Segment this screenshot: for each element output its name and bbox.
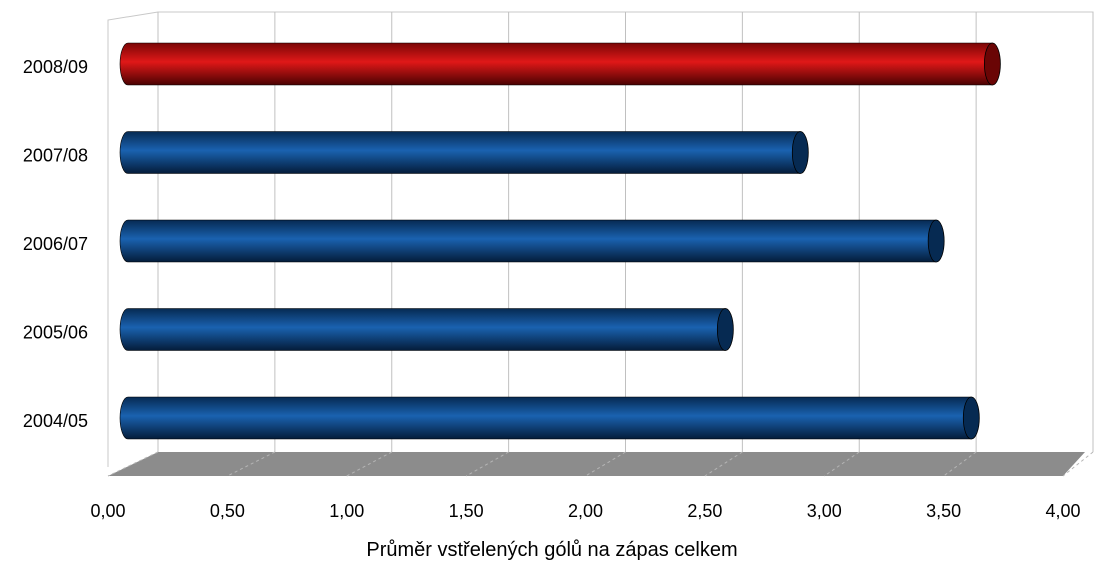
category-label: 2005/06 bbox=[23, 323, 88, 343]
bar-end-cap bbox=[962, 396, 980, 440]
x-tick-label: 4,00 bbox=[1045, 501, 1080, 521]
bar-end-cap bbox=[927, 219, 945, 263]
category-label: 2007/08 bbox=[23, 146, 88, 166]
category-label: 2008/09 bbox=[23, 57, 88, 77]
bar-end-cap bbox=[716, 308, 734, 351]
bar-2005-06 bbox=[119, 308, 734, 351]
bar-2008-09 bbox=[119, 42, 1001, 86]
bar-2004-05 bbox=[119, 396, 980, 440]
x-tick-labels: 0,00 0,50 1,00 1,50 2,00 2,50 3,00 3,50 4,00 bbox=[90, 501, 1080, 521]
bar-body bbox=[119, 131, 801, 174]
floor-gridline bbox=[704, 451, 743, 477]
category-label: 2006/07 bbox=[23, 234, 88, 254]
x-tick-label: 2,50 bbox=[687, 501, 722, 521]
bar-body bbox=[119, 42, 993, 86]
x-tick-label: 1,00 bbox=[329, 501, 364, 521]
x-tick-label: 3,50 bbox=[926, 501, 961, 521]
x-tick-label: 0,50 bbox=[210, 501, 245, 521]
bar-body bbox=[119, 396, 972, 440]
floor-gridline bbox=[585, 451, 626, 477]
floor-gridline bbox=[823, 451, 860, 477]
bar-2007-08 bbox=[119, 131, 809, 174]
bar-body bbox=[119, 308, 726, 351]
floor-gridline bbox=[943, 451, 977, 477]
chart-floor bbox=[108, 452, 1085, 476]
x-tick-label: 2,00 bbox=[568, 501, 603, 521]
floor-gridline bbox=[1062, 451, 1094, 477]
category-label: 2004/05 bbox=[23, 411, 88, 431]
bar-end-cap bbox=[791, 131, 809, 174]
category-labels: 2004/05 2005/06 2006/07 2007/08 2008/09 bbox=[23, 57, 88, 431]
floor-gridline bbox=[465, 451, 509, 477]
x-tick-label: 1,50 bbox=[449, 501, 484, 521]
floor-gridline bbox=[346, 451, 392, 477]
bar-end-cap bbox=[983, 42, 1001, 86]
bars bbox=[119, 42, 1001, 440]
floor-gridline bbox=[227, 451, 276, 477]
bar-body bbox=[119, 219, 937, 263]
x-tick-label: 0,00 bbox=[90, 501, 125, 521]
bar-2006-07 bbox=[119, 219, 945, 263]
x-axis-title: Průměr vstřelených gólů na zápas celkem bbox=[366, 539, 737, 561]
x-tick-label: 3,00 bbox=[807, 501, 842, 521]
